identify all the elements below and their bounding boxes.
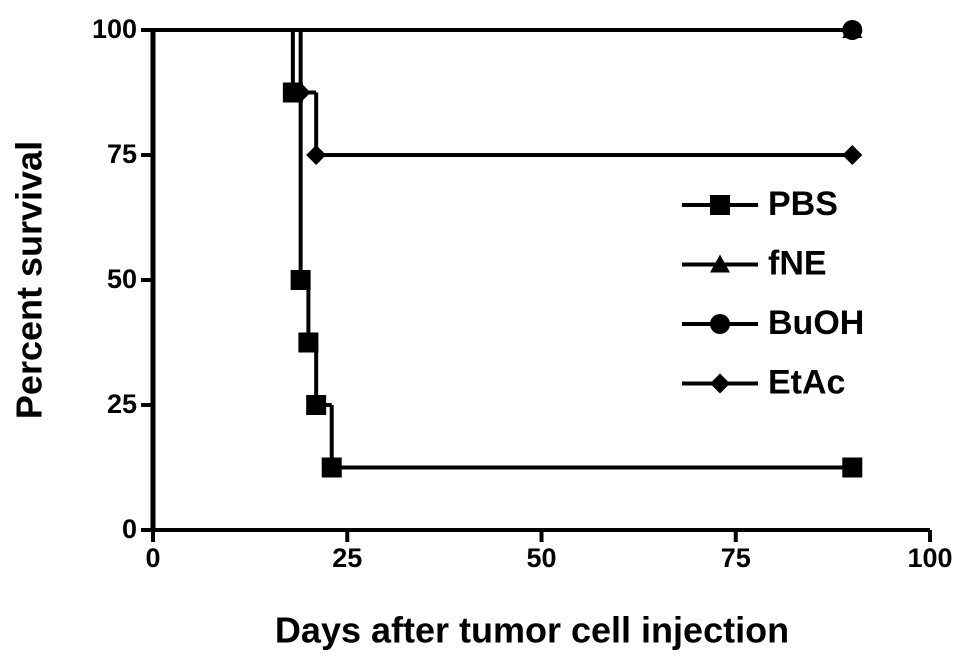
legend-label: EtAc — [768, 363, 845, 401]
legend-label: BuOH — [768, 304, 864, 342]
x-tick-label: 25 — [332, 543, 362, 573]
marker — [306, 145, 327, 165]
marker — [306, 395, 327, 415]
y-tick-label: 100 — [92, 14, 137, 44]
marker — [842, 20, 863, 40]
marker — [710, 373, 730, 394]
marker — [842, 457, 863, 478]
marker — [321, 457, 342, 478]
legend-label: PBS — [768, 185, 838, 223]
x-tick-label: 75 — [721, 543, 751, 573]
marker — [710, 314, 730, 334]
marker — [290, 82, 311, 103]
marker — [710, 195, 730, 215]
legend-label: fNE — [768, 244, 827, 282]
y-axis-title: Percent survival — [9, 141, 50, 419]
y-tick-label: 0 — [122, 514, 137, 544]
x-axis-title: Days after tumor cell injection — [275, 610, 789, 651]
x-tick-label: 50 — [526, 543, 556, 573]
y-tick-label: 50 — [107, 264, 137, 294]
marker — [298, 332, 319, 353]
marker — [290, 270, 311, 290]
y-tick-label: 75 — [107, 139, 137, 169]
y-tick-label: 25 — [107, 389, 137, 419]
marker — [710, 254, 730, 273]
x-tick-label: 100 — [907, 543, 952, 573]
x-tick-label: 0 — [145, 543, 160, 573]
marker — [842, 145, 863, 165]
